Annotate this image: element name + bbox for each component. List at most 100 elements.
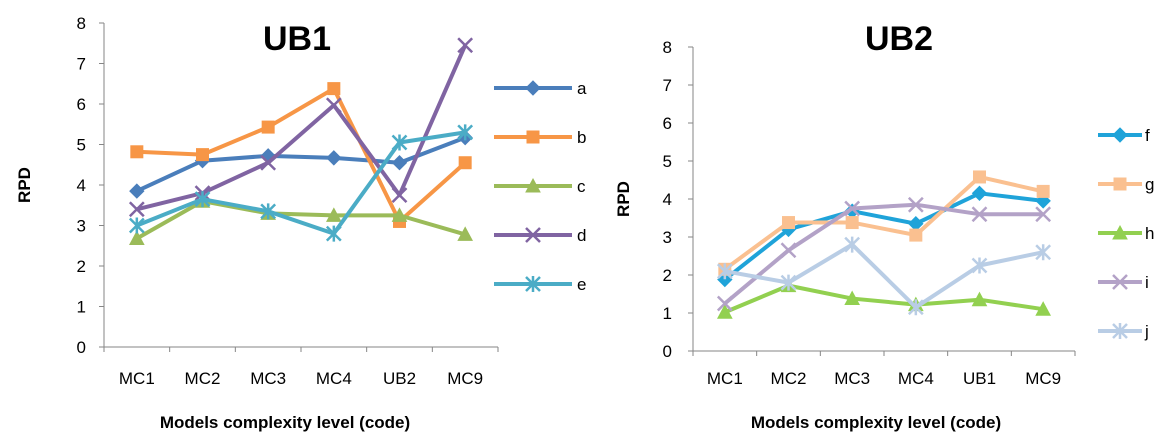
series-a-point <box>326 150 342 166</box>
legend-a-label: a <box>577 79 587 98</box>
series-i <box>716 196 1052 312</box>
series-b-point <box>196 148 209 162</box>
x-tick-label: MC3 <box>834 369 870 388</box>
series-g-line <box>723 174 1044 271</box>
series-h-point <box>844 290 861 306</box>
x-tick-label: UB1 <box>963 369 996 388</box>
chart-2: UB2 0 1 2 3 4 5 6 7 8 MC1 MC2 MC3 MC4 UB1 MC9 Models com… <box>614 20 1154 432</box>
legend-entry-d: d <box>494 226 586 245</box>
series-g-point <box>845 216 859 230</box>
y-tick-label: 8 <box>663 38 672 57</box>
series-j-point <box>907 299 924 316</box>
legend-entry-h: h <box>1098 224 1154 243</box>
x-tick-label: MC9 <box>447 369 483 388</box>
series-i-point <box>844 200 861 217</box>
y-tick-label: 8 <box>77 14 86 33</box>
series-j-point <box>971 257 988 274</box>
series-i-point <box>716 295 733 312</box>
series-d-point <box>457 37 474 54</box>
y-tick-label: 3 <box>77 217 86 236</box>
y-tick-label: 7 <box>663 76 672 95</box>
series-b-line <box>136 86 467 224</box>
y-tick-label: 2 <box>663 266 672 285</box>
series-j-line <box>724 242 1044 310</box>
series-g-point <box>909 228 923 242</box>
legend-entry-f: f <box>1098 126 1150 145</box>
series-f-point <box>971 185 988 202</box>
series-i-point <box>907 196 924 213</box>
series-d-point <box>391 187 408 204</box>
legend-entry-e: e <box>494 275 586 294</box>
chart-title: UB2 <box>865 20 933 58</box>
series-j-point <box>844 236 861 253</box>
legend-j-label: j <box>1144 322 1149 341</box>
series-j-point <box>1035 244 1052 261</box>
series-e-point <box>194 191 211 208</box>
legend-c-marker <box>525 177 541 193</box>
x-tick-label: MC9 <box>1025 369 1061 388</box>
legend-g-label: g <box>1145 175 1154 194</box>
series-d-line <box>136 44 467 212</box>
x-tick-label: MC1 <box>119 369 155 388</box>
series-j <box>716 236 1052 316</box>
series-e-point <box>391 134 408 151</box>
y-tick-label: 7 <box>77 55 86 74</box>
y-tick-label: 2 <box>77 257 86 276</box>
legend-b-label: b <box>577 128 586 147</box>
series-h-line <box>724 283 1044 315</box>
y-axis-title: RPD <box>614 181 633 217</box>
series-a-point <box>129 183 145 199</box>
series-d <box>128 37 474 218</box>
series-h-point <box>716 304 733 319</box>
y-tick-label: 0 <box>663 342 672 361</box>
x-tick-label: MC4 <box>898 369 934 388</box>
series-j-point <box>716 263 733 280</box>
series-b-point <box>327 82 341 96</box>
x-tick-label: UB2 <box>383 369 416 388</box>
legend-f-label: f <box>1145 126 1150 145</box>
x-tick-label: MC3 <box>250 369 286 388</box>
y-tick-label: 6 <box>77 95 86 114</box>
series-d-point <box>260 154 277 171</box>
legend-g-marker <box>1113 177 1127 191</box>
series-h-point <box>1035 301 1052 316</box>
chart-1: UB1 0 1 2 3 4 5 6 7 8 MC1 MC2 MC3 MC4 UB2 MC9 Models com… <box>15 14 587 432</box>
x-axis-title: Models complexity level (code) <box>751 413 1001 432</box>
series-h-point <box>971 291 988 307</box>
series-c-point <box>128 230 145 245</box>
y-tick-label: 4 <box>77 176 86 195</box>
series-g-point <box>973 170 986 184</box>
series-i-line <box>723 202 1044 306</box>
series-c-point <box>457 226 474 241</box>
series-e-line <box>136 130 466 236</box>
y-tick-label: 4 <box>663 190 672 209</box>
x-tick-label: MC2 <box>185 369 221 388</box>
legend-i-label: i <box>1145 273 1149 292</box>
chart-title: UB1 <box>263 20 331 58</box>
legend-entry-b: b <box>494 128 586 147</box>
y-tick-label: 0 <box>77 338 86 357</box>
series-a-line <box>135 135 466 193</box>
legend-c-label: c <box>577 177 586 196</box>
series-e-point <box>325 225 342 242</box>
y-tick-label: 1 <box>77 298 86 317</box>
series-f-line <box>723 191 1044 282</box>
legend-e-marker <box>525 276 541 292</box>
legend-entry-i: i <box>1098 273 1149 292</box>
series-h <box>716 277 1052 319</box>
series-b-point <box>130 145 144 159</box>
y-tick-label: 5 <box>77 136 86 155</box>
legend-b-marker <box>526 130 540 144</box>
legend-entry-g: g <box>1098 175 1154 194</box>
series-i-point <box>971 206 988 223</box>
x-tick-label: MC4 <box>316 369 352 388</box>
legend-j-marker <box>1112 323 1128 339</box>
legend-d-marker <box>525 227 541 243</box>
legend-entry-a: a <box>494 79 587 98</box>
legend-e-label: e <box>577 275 586 294</box>
legend-f-marker <box>1112 127 1128 143</box>
series-e-point <box>128 217 145 234</box>
y-axis-title: RPD <box>15 167 34 203</box>
y-tick-label: 1 <box>663 304 672 323</box>
